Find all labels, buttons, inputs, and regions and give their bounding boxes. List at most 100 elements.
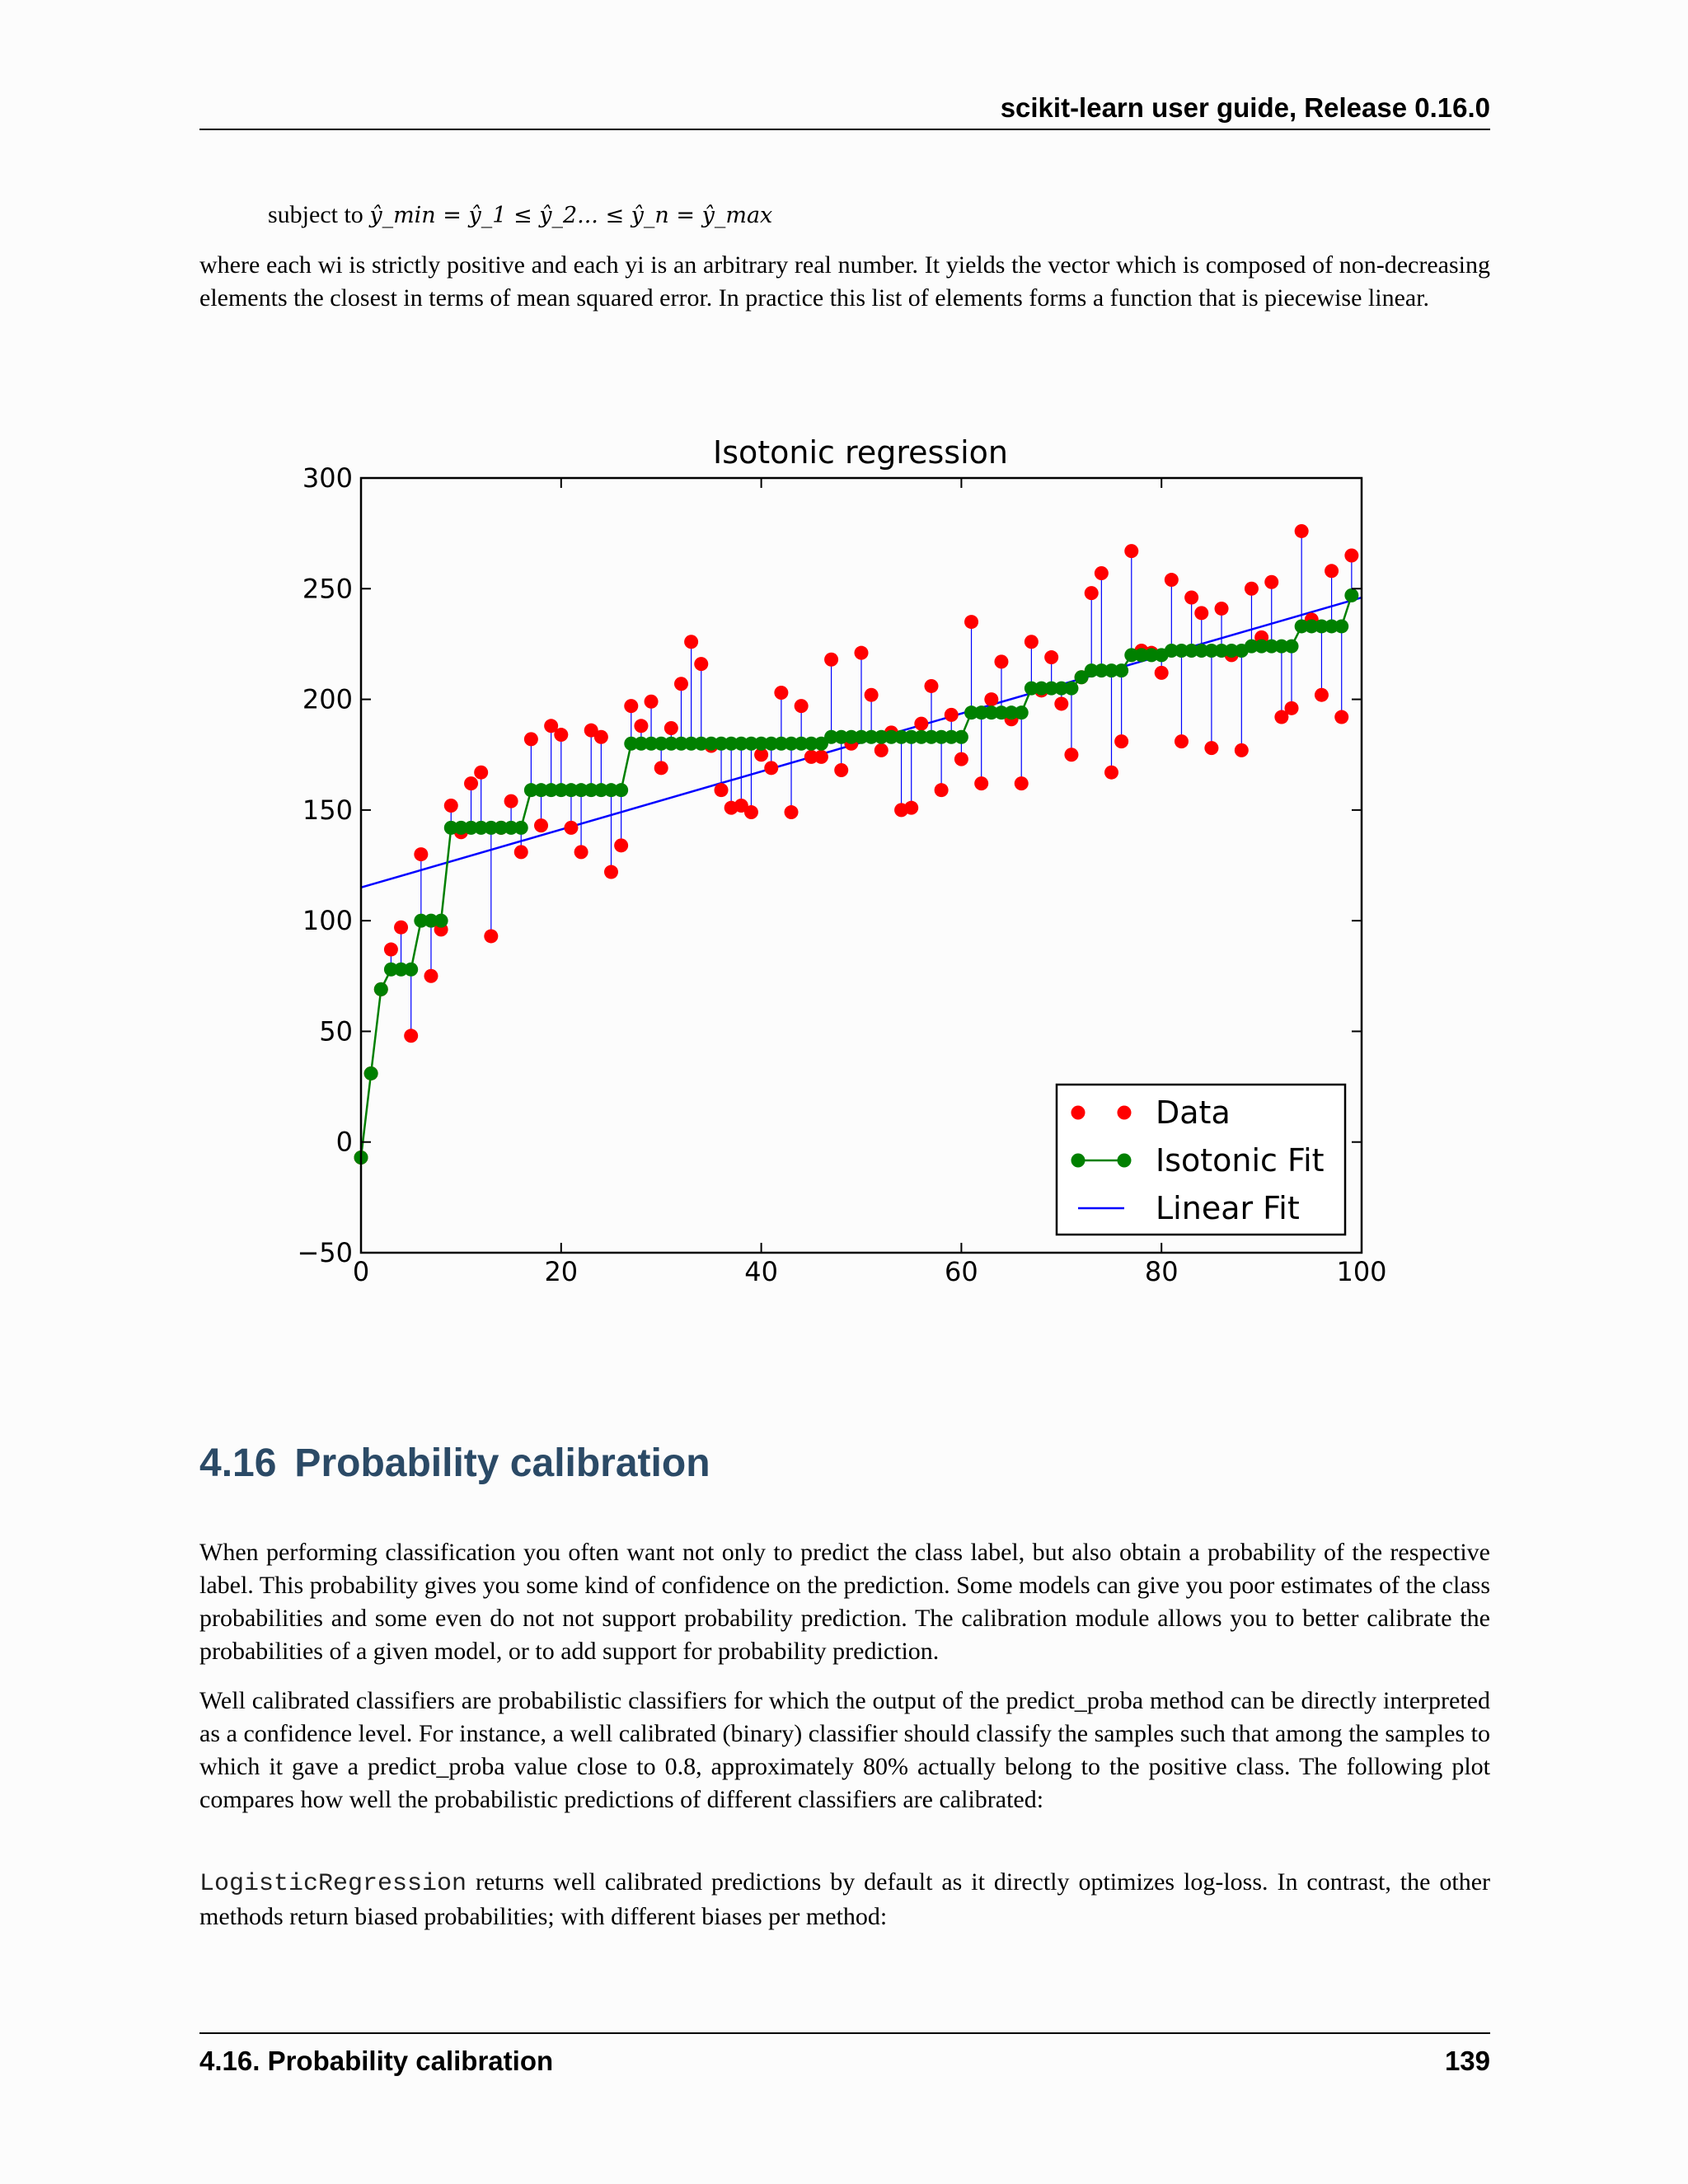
- data-point: [784, 805, 799, 820]
- equation-math: ŷ_min = ŷ_1 ≤ ŷ_2... ≤ ŷ_n = ŷ_max: [369, 203, 773, 228]
- isotonic-point: [474, 820, 489, 835]
- y-tick-label: −50: [297, 1237, 353, 1268]
- isotonic-point: [1094, 663, 1109, 678]
- data-point: [854, 645, 869, 660]
- y-tick-label: 200: [302, 684, 353, 715]
- data-point: [1194, 606, 1209, 621]
- isotonic-point: [584, 783, 598, 798]
- isotonic-point: [504, 820, 518, 835]
- isotonic-point: [1334, 619, 1349, 634]
- isotonic-point: [804, 736, 818, 751]
- isotonic-point: [974, 705, 989, 720]
- isotonic-point: [1204, 643, 1219, 658]
- data-point: [1244, 581, 1259, 596]
- data-point: [1274, 710, 1289, 724]
- data-point: [414, 847, 429, 862]
- y-tick-label: 250: [302, 573, 353, 604]
- chart-svg: Isotonic regression 0 20 40 60 80 100 300 250 20…: [297, 434, 1386, 1287]
- data-point: [764, 761, 779, 776]
- isotonic-point: [1114, 663, 1129, 678]
- isotonic-point: [864, 729, 879, 744]
- page-header: scikit-learn user guide, Release 0.16.0: [199, 92, 1490, 130]
- data-point: [634, 719, 649, 733]
- data-point: [874, 743, 889, 757]
- data-point: [534, 818, 549, 833]
- isotonic-point: [784, 736, 799, 751]
- isotonic-point: [764, 736, 779, 751]
- isotonic-point: [1224, 643, 1239, 658]
- isotonic-point: [854, 729, 869, 744]
- isotonic-point: [484, 820, 499, 835]
- data-point: [484, 929, 499, 944]
- isotonic-point: [944, 729, 959, 744]
- isotonic-point: [614, 783, 629, 798]
- isotonic-point: [593, 783, 608, 798]
- data-point: [814, 749, 828, 764]
- data-point: [564, 820, 579, 835]
- data-point: [904, 800, 919, 815]
- isotonic-point: [363, 1066, 378, 1080]
- data-point: [443, 798, 458, 813]
- data-point: [734, 798, 748, 813]
- data-point: [644, 694, 659, 709]
- isotonic-point: [1054, 681, 1069, 696]
- x-tick-label: 0: [353, 1256, 369, 1287]
- data-point: [1294, 523, 1309, 538]
- isotonic-point: [1124, 648, 1139, 663]
- data-point: [1325, 564, 1339, 579]
- data-point: [684, 635, 699, 649]
- isotonic-point: [894, 729, 909, 744]
- isotonic-point: [1164, 643, 1179, 658]
- data-point: [1124, 544, 1139, 559]
- isotonic-point: [984, 705, 999, 720]
- isotonic-point: [1064, 681, 1079, 696]
- isotonic-point: [1274, 639, 1289, 654]
- isotonic-point: [523, 783, 538, 798]
- isotonic-point: [914, 729, 929, 744]
- data-point: [974, 776, 989, 791]
- data-point: [624, 699, 639, 714]
- data-point: [544, 719, 559, 733]
- data-point: [824, 652, 839, 667]
- isotonic-point: [754, 736, 769, 751]
- data-point: [1334, 710, 1349, 724]
- plot-frame: [359, 476, 1363, 1254]
- isotonic-point: [954, 729, 968, 744]
- isotonic-point: [734, 736, 748, 751]
- legend-data-marker: [1071, 1105, 1085, 1120]
- isotonic-point: [874, 729, 889, 744]
- y-tick-label: 50: [319, 1015, 353, 1047]
- isotonic-point: [534, 783, 549, 798]
- data-point: [554, 728, 569, 743]
- data-point: [954, 752, 968, 766]
- isotonic-point: [724, 736, 738, 751]
- data-point: [523, 732, 538, 747]
- data-point: [654, 761, 668, 776]
- isotonic-point: [424, 913, 438, 928]
- data-point: [774, 686, 789, 701]
- y-tick-label: 150: [302, 794, 353, 826]
- isotonic-point: [443, 820, 458, 835]
- isotonic-point: [544, 783, 559, 798]
- isotonic-point: [1325, 619, 1339, 634]
- data-point: [934, 783, 949, 798]
- isotonic-point: [373, 982, 388, 996]
- data-point: [743, 805, 758, 820]
- isotonic-point: [964, 705, 979, 720]
- chart-title: Isotonic regression: [713, 434, 1008, 471]
- data-point: [1084, 586, 1099, 601]
- isotonic-point: [994, 705, 1009, 720]
- data-point: [1234, 743, 1249, 757]
- isotonic-point: [1044, 681, 1059, 696]
- equation-prefix: subject to: [268, 201, 363, 228]
- legend-label: Linear Fit: [1156, 1190, 1300, 1226]
- section-number: 4.16: [199, 1441, 277, 1485]
- data-point: [984, 692, 999, 707]
- isotonic-point: [904, 729, 919, 744]
- isotonic-fit-line: [359, 594, 1353, 1158]
- data-point: [504, 794, 518, 808]
- logistic-regression-code: LogisticRegression: [199, 1870, 467, 1898]
- isotonic-point: [464, 820, 479, 835]
- data-point: [1154, 665, 1169, 680]
- data-point: [1044, 650, 1059, 665]
